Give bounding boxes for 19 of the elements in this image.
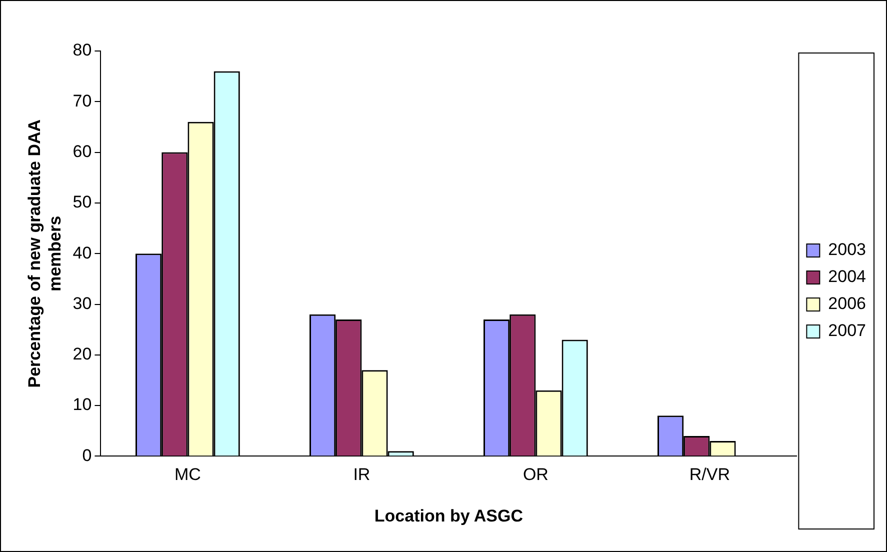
legend-label: 2006 — [828, 294, 866, 314]
legend-label: 2007 — [828, 321, 866, 340]
y-tick-label: 40 — [72, 243, 92, 262]
y-tick-label: 10 — [72, 395, 92, 414]
y-tick-label: 60 — [72, 142, 92, 161]
y-tick-label: 0 — [82, 446, 92, 465]
y-axis-title: Percentage of new graduate DAA members — [24, 119, 64, 388]
x-tick-label: OR — [522, 465, 548, 484]
y-tick-label: 80 — [72, 40, 92, 60]
y-tick-label: 70 — [72, 91, 92, 110]
x-tick-label: IR — [353, 465, 370, 484]
y-tick-label: 20 — [72, 344, 92, 364]
x-tick-label: MC — [174, 465, 201, 484]
legend-label: 2004 — [828, 267, 866, 286]
x-axis-title: Location by ASGC — [374, 506, 523, 526]
x-tick-label: R/VR — [689, 465, 730, 484]
y-tick-label: 30 — [72, 294, 92, 313]
y-tick-label: 50 — [72, 192, 92, 212]
legend-label: 2003 — [828, 240, 866, 260]
